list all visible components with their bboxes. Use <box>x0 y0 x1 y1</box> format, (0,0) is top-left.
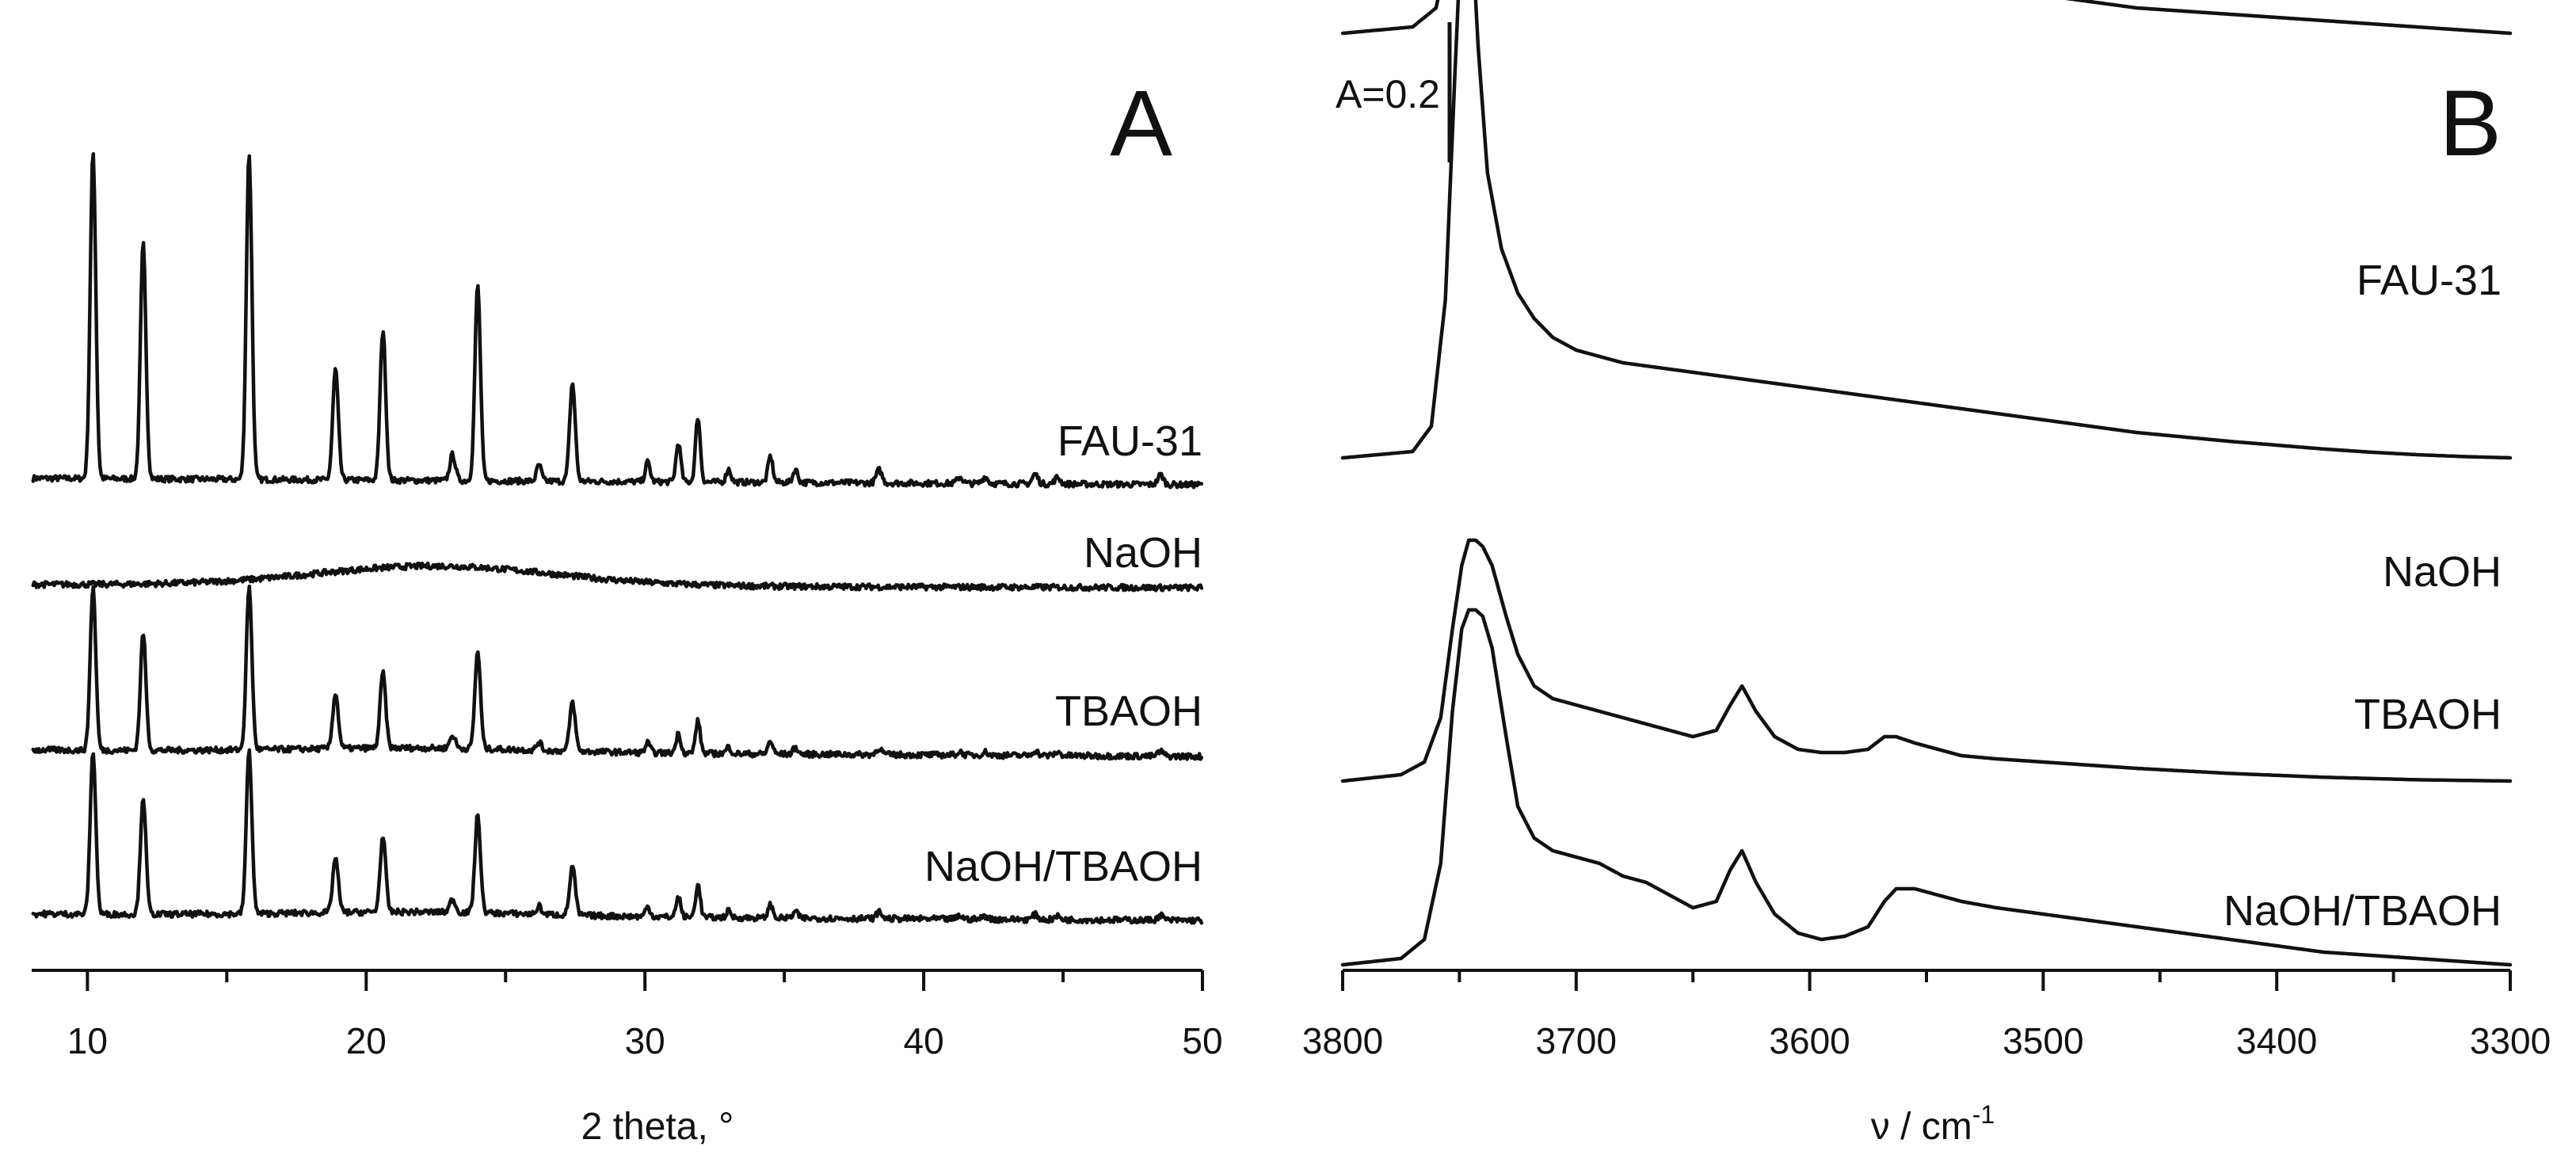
xrd-label-naoh-tbaoh: NaOH/TBAOH <box>924 843 1202 890</box>
xrd-label-fau-31: FAU-31 <box>1057 417 1202 465</box>
panel-b-letter: B <box>2439 71 2502 176</box>
ir-trace-fau-31 <box>1340 0 2513 36</box>
panel-b-x-axis-title-exponent: -1 <box>1972 1100 1995 1129</box>
absorbance-scale-bar: A=0.2 <box>1336 22 1452 162</box>
ir-label-fau-31: FAU-31 <box>2357 257 2502 304</box>
panel-b-x-axis-title-text: ν / cm <box>1871 1106 1972 1148</box>
panel-b-x-axis-title: ν / cm-1 <box>1871 1100 1995 1148</box>
panel-b-series-labels: FAU-31 NaOH TBAOH NaOH/TBAOH <box>2224 257 2502 935</box>
panel-a-ticks: 10 20 30 40 50 <box>67 970 1223 1061</box>
ir-label-naoh-tbaoh: NaOH/TBAOH <box>2224 887 2502 935</box>
scale-bar-label: A=0.2 <box>1336 72 1440 116</box>
panel-b-tick-label-3800: 3800 <box>1302 1020 1383 1061</box>
panel-a-tick-label-20: 20 <box>346 1020 387 1061</box>
panel-b-traces <box>1340 0 2513 967</box>
panel-a-series-labels: FAU-31 NaOH TBAOH NaOH/TBAOH <box>924 417 1202 890</box>
ir-trace-tbaoh <box>1340 538 2513 783</box>
xrd-trace-naoh-tbaoh <box>31 748 1204 925</box>
panel-a-x-axis-title: 2 theta, ° <box>581 1106 734 1148</box>
xrd-trace-fau-31 <box>31 151 1204 490</box>
panel-b-tick-label-3500: 3500 <box>2002 1020 2083 1061</box>
ir-label-tbaoh: TBAOH <box>2354 691 2502 738</box>
panel-a-tick-label-50: 50 <box>1182 1020 1222 1061</box>
panel-a-tick-label-10: 10 <box>67 1020 108 1061</box>
panel-b-tick-label-3400: 3400 <box>2236 1020 2317 1061</box>
panel-b-tick-label-3300: 3300 <box>2470 1020 2551 1061</box>
ir-trace-naoh-tbaoh <box>1340 608 2513 967</box>
xrd-label-tbaoh: TBAOH <box>1055 688 1202 735</box>
panel-b-ticks: 3800 3700 3600 3500 3400 3300 <box>1302 970 2551 1061</box>
ir-label-naoh: NaOH <box>2383 548 2502 596</box>
panel-a-letter: A <box>1110 71 1172 176</box>
panel-a-tick-label-30: 30 <box>625 1020 665 1061</box>
panel-a-xrd: A FAU-31 NaOH TBAOH NaOH/TBAOH 10 20 30 40 50 2… <box>31 71 1223 1148</box>
panel-b-tick-label-3600: 3600 <box>1769 1020 1850 1061</box>
xrd-trace-naoh <box>31 561 1204 593</box>
ir-trace-naoh <box>1340 0 2513 460</box>
xrd-label-naoh: NaOH <box>1084 529 1202 577</box>
panel-b-tick-label-3700: 3700 <box>1536 1020 1617 1061</box>
panel-a-traces <box>31 151 1204 925</box>
panel-a-tick-label-40: 40 <box>904 1020 944 1061</box>
xrd-trace-tbaoh <box>31 584 1204 761</box>
panel-b-ir: B A=0.2 FAU-31 NaOH TBAOH NaOH/TBAOH 3800 37… <box>1302 0 2551 1148</box>
